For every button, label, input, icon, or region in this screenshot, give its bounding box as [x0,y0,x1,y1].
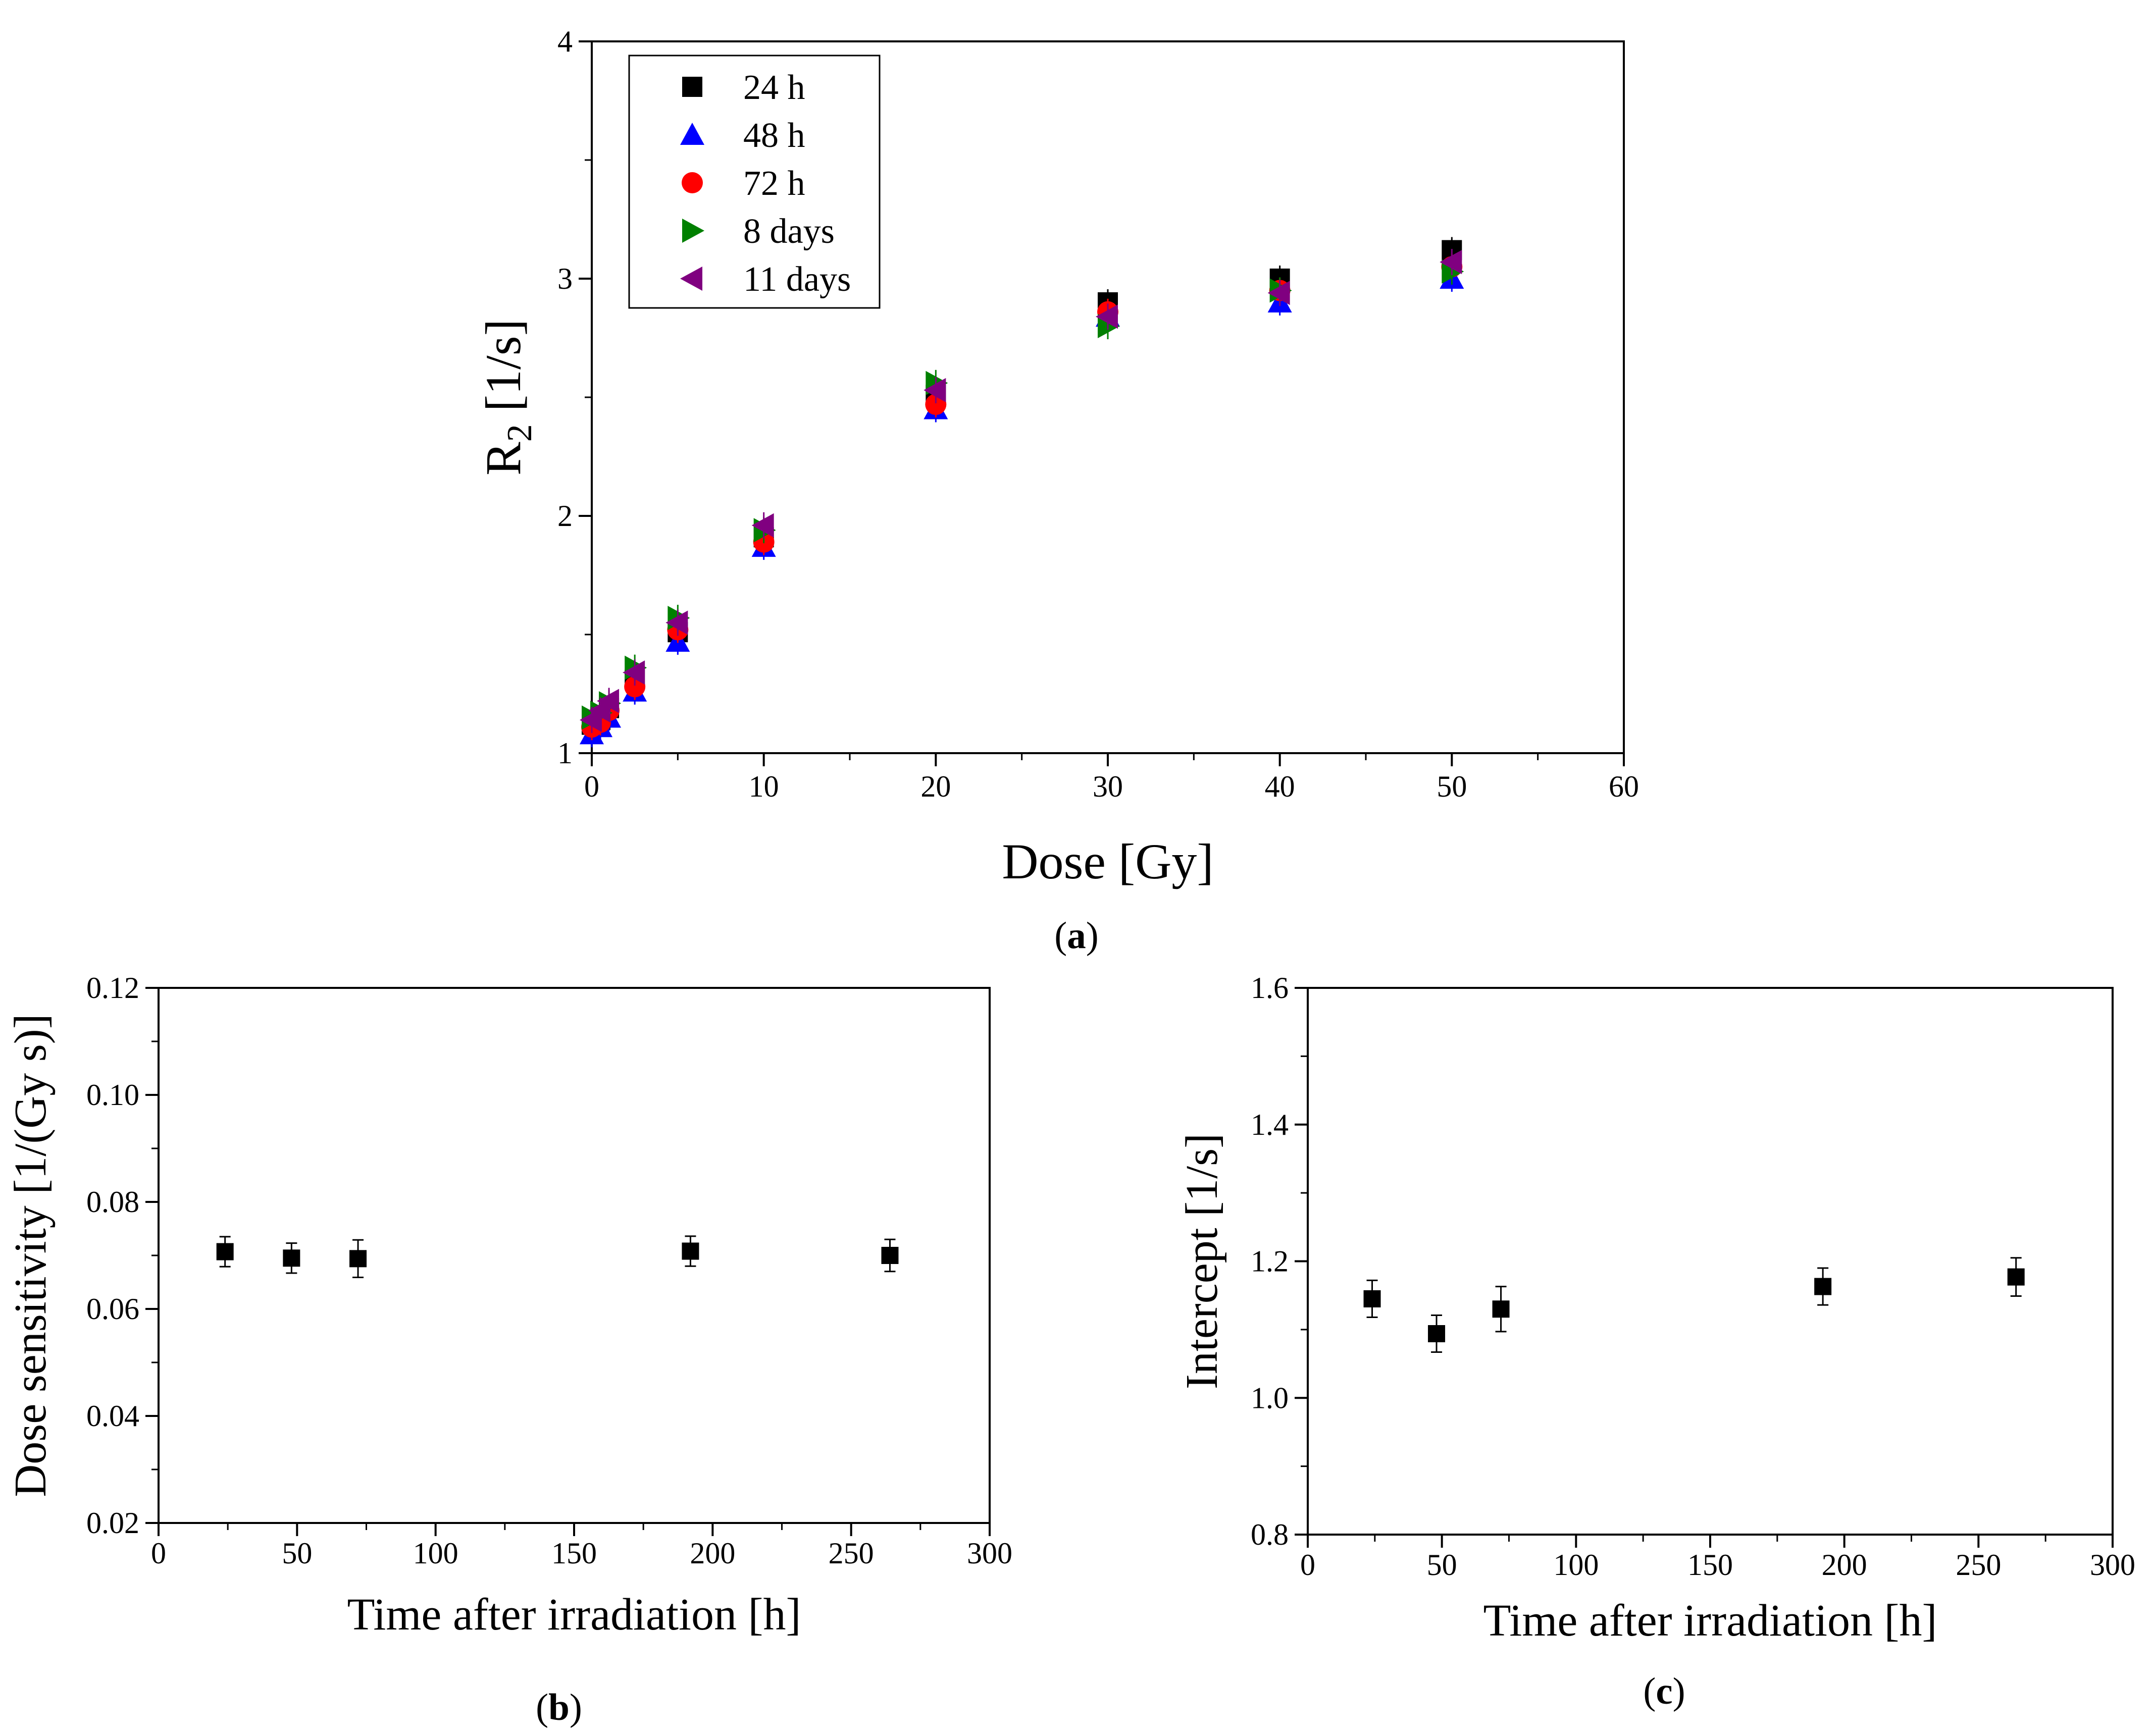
data-point [623,660,645,685]
legend-marker [680,123,704,145]
x-axis-label: Dose [Gy] [1002,833,1213,889]
data-point [665,610,688,635]
data-point [1096,304,1118,329]
y-tick-label: 1.2 [1251,1245,1289,1278]
y-axis-label: R2 [1/s] [475,319,539,476]
data-point [283,1249,300,1267]
x-tick-label: 50 [1427,1548,1457,1582]
legend-marker [682,219,704,243]
x-tick-label: 60 [1609,770,1639,803]
data-point [216,1243,234,1260]
series-48-h [580,266,1464,748]
panel-label-c: (c) [1643,1670,1685,1712]
panel-label-a: (a) [1054,915,1098,957]
legend-marker [682,172,703,193]
y-tick-label: 0.02 [86,1506,139,1540]
x-tick-label: 100 [413,1537,458,1570]
data-point [682,1242,699,1260]
legend: 24 h 48 h 72 h 8 days 11 days [628,55,881,309]
panel-label-b: (b) [536,1687,582,1728]
data-point [1363,1290,1381,1307]
x-tick-label: 300 [2090,1548,2135,1582]
legend-box [628,55,881,309]
y-tick-label: 1.6 [1251,971,1289,1005]
legend-label: 11 days [743,260,851,299]
x-axis-label: Time after irradiation [h] [347,1590,801,1640]
x-tick-label: 20 [920,770,951,803]
y-tick-label: 1.4 [1251,1108,1289,1141]
y-tick-label: 0.10 [86,1078,139,1112]
series-points [216,1235,899,1278]
data-point [1492,1300,1510,1318]
y-tick-label: 0.06 [86,1292,139,1326]
x-tick-label: 30 [1093,770,1123,803]
x-tick-label: 10 [749,770,779,803]
data-point [1428,1325,1446,1342]
data-point [881,1247,899,1264]
x-axis-label: Time after irradiation [h] [1483,1596,1937,1646]
x-tick-label: 0 [151,1537,166,1570]
x-tick-label: 250 [1956,1548,2001,1582]
data-point [1814,1278,1832,1295]
data-point [1440,250,1462,275]
legend-label: 24 h [743,68,805,107]
y-axis-label: Intercept [1/s] [1177,1133,1227,1389]
x-tick-label: 150 [1687,1548,1733,1582]
chart-panel-b: 0 50 100 150 200 250 300 0.02 0.04 0.06 0.08 0.10 0.… [6,971,1012,1728]
data-point [2007,1268,2025,1286]
chart-panel-c: 0 50 100 150 200 250 300 0.8 1.0 1.2 1.4 1.6 Time af… [1177,971,2135,1712]
y-tick-label: 1 [557,737,573,770]
y-tick-label: 0.04 [86,1399,139,1433]
y-tick-label: 0.12 [86,971,139,1005]
legend-label: 48 h [743,116,805,155]
legend-marker [682,77,702,97]
legend-label: 8 days [743,212,835,251]
x-tick-label: 100 [1553,1548,1599,1582]
data-point [349,1250,367,1268]
series-24-h [582,237,1462,738]
x-tick-label: 0 [1300,1548,1315,1582]
chart-panel-a: 0 10 20 30 40 50 60 1 2 3 4 Dose [Gy] R2 [1/s] 24 h 48… [475,25,1639,957]
y-axis-label: Dose sensitivity [1/(Gy s)] [6,1014,56,1497]
series-points [1363,1257,2025,1353]
series-72-h [581,253,1463,741]
y-tick-label: 4 [557,25,573,58]
x-tick-label: 50 [282,1537,312,1570]
data-point [597,689,620,713]
x-tick-label: 150 [551,1537,597,1570]
legend-label: 72 h [743,164,805,203]
data-point [1267,281,1290,305]
x-tick-label: 200 [690,1537,735,1570]
x-tick-label: 0 [584,770,599,803]
plot-frame [1307,987,2114,1536]
x-tick-label: 50 [1437,770,1467,803]
y-tick-label: 2 [557,499,573,533]
x-tick-label: 300 [967,1537,1012,1570]
y-tick-label: 0.08 [86,1185,139,1219]
x-tick-label: 200 [1822,1548,1867,1582]
data-point [751,513,774,538]
series-11-days [580,249,1462,733]
x-tick-label: 40 [1265,770,1295,803]
series-8-days [582,258,1464,731]
y-tick-label: 1.0 [1251,1381,1289,1414]
legend-marker [680,267,702,291]
y-tick-label: 0.8 [1251,1518,1289,1551]
data-point [924,378,946,402]
x-tick-label: 250 [829,1537,874,1570]
y-tick-label: 3 [557,262,573,295]
